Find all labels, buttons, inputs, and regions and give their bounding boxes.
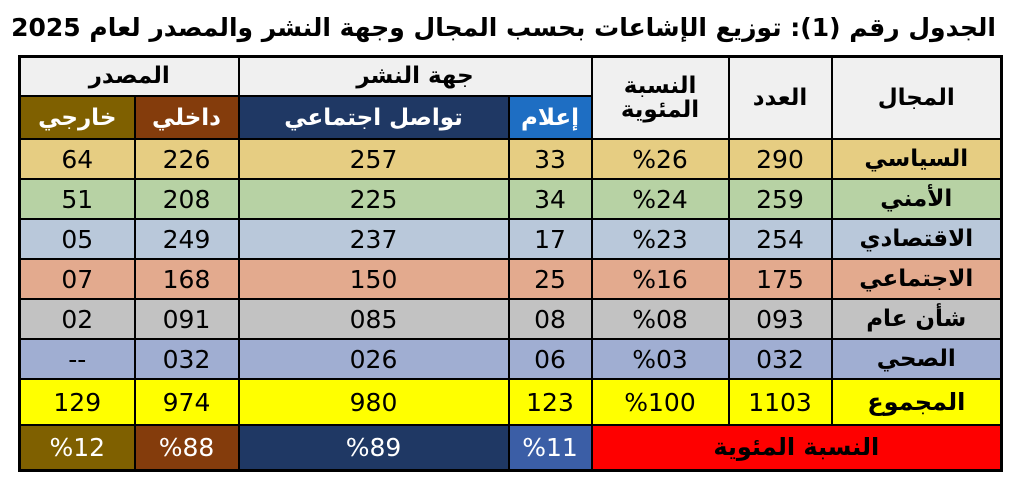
cell-internal: 091 — [133, 298, 240, 340]
table-row-health: الصحي 032 %03 06 026 032 -- — [18, 338, 1003, 380]
header-social: تواصل اجتماعي — [237, 95, 510, 140]
cell-percentage: %23 — [590, 218, 730, 260]
cell-count: 1103 — [727, 378, 833, 426]
cell-media: 08 — [507, 298, 593, 340]
cell-external: 129 — [18, 378, 136, 426]
cell-field: الأمني — [830, 178, 1003, 220]
header-percentage: النسبة المئوية — [590, 55, 730, 140]
rumors-table: المجال العدد النسبة المئوية جهة النشر ال… — [18, 54, 1004, 472]
header-internal: داخلي — [133, 95, 240, 140]
cell-count: 259 — [727, 178, 833, 220]
header-external: خارجي — [18, 95, 136, 140]
cell-media: 33 — [507, 138, 593, 180]
table-title: الجدول رقم (1): توزيع الإشاعات بحسب المج… — [11, 13, 996, 42]
cell-count: 175 — [727, 258, 833, 300]
cell-media: 34 — [507, 178, 593, 220]
cell-external: 07 — [18, 258, 136, 300]
cell-media: 17 — [507, 218, 593, 260]
header-row-subs: إعلام تواصل اجتماعي داخلي خارجي — [18, 95, 1002, 140]
cell-count: 254 — [727, 218, 833, 260]
cell-count: 032 — [727, 338, 833, 380]
cell-percentage: %08 — [590, 298, 730, 340]
cell-field: شأن عام — [830, 298, 1003, 340]
table-row-total: المجموع 1103 %100 123 980 974 129 — [18, 378, 1003, 426]
footer-label: النسبة المئوية — [590, 424, 1003, 471]
cell-percentage: %03 — [590, 338, 730, 380]
cell-social: 225 — [237, 178, 510, 220]
cell-social: 085 — [237, 298, 510, 340]
footer-internal-pct: %88 — [133, 424, 240, 471]
cell-external: 02 — [18, 298, 136, 340]
cell-social: 026 — [237, 338, 510, 380]
header-publisher-group: جهة النشر — [237, 55, 593, 97]
cell-field: الاقتصادي — [830, 218, 1003, 260]
cell-field: المجموع — [830, 378, 1003, 426]
cell-social: 257 — [237, 138, 510, 180]
header-media: إعلام — [507, 95, 593, 140]
cell-external: 05 — [18, 218, 136, 260]
cell-social: 980 — [237, 378, 510, 426]
header-field: المجال — [830, 55, 1003, 140]
footer-media-pct: %11 — [507, 424, 593, 471]
cell-percentage: %24 — [590, 178, 730, 220]
cell-media: 25 — [507, 258, 593, 300]
cell-field: السياسي — [830, 138, 1003, 180]
cell-internal: 974 — [133, 378, 240, 426]
cell-field: الاجتماعي — [830, 258, 1003, 300]
cell-percentage: %16 — [590, 258, 730, 300]
cell-external: -- — [18, 338, 136, 380]
cell-internal: 032 — [133, 338, 240, 380]
cell-media: 06 — [507, 338, 593, 380]
table-row-political: السياسي 290 %26 33 257 226 64 — [18, 138, 1003, 180]
cell-count: 093 — [727, 298, 833, 340]
cell-internal: 168 — [133, 258, 240, 300]
footer-external-pct: %12 — [18, 424, 136, 471]
cell-count: 290 — [727, 138, 833, 180]
cell-external: 64 — [18, 138, 136, 180]
cell-media: 123 — [507, 378, 593, 426]
cell-internal: 249 — [133, 218, 240, 260]
cell-internal: 208 — [133, 178, 240, 220]
cell-percentage: %100 — [590, 378, 730, 426]
table-row-security: الأمني 259 %24 34 225 208 51 — [18, 178, 1003, 220]
table-row-social: الاجتماعي 175 %16 25 150 168 07 — [18, 258, 1003, 300]
table-row-public-affairs: شأن عام 093 %08 08 085 091 02 — [18, 298, 1003, 340]
cell-percentage: %26 — [590, 138, 730, 180]
header-count: العدد — [727, 55, 833, 140]
footer-social-pct: %89 — [237, 424, 510, 471]
table-row-economic: الاقتصادي 254 %23 17 237 249 05 — [18, 218, 1003, 260]
cell-social: 150 — [237, 258, 510, 300]
header-row-groups: المجال العدد النسبة المئوية جهة النشر ال… — [18, 55, 1003, 140]
cell-internal: 226 — [133, 138, 240, 180]
header-source-group: المصدر — [18, 55, 240, 97]
cell-social: 237 — [237, 218, 510, 260]
cell-field: الصحي — [830, 338, 1003, 380]
cell-external: 51 — [18, 178, 136, 220]
table-row-footer-percentages: النسبة المئوية %11 %89 %88 %12 — [18, 424, 1003, 471]
